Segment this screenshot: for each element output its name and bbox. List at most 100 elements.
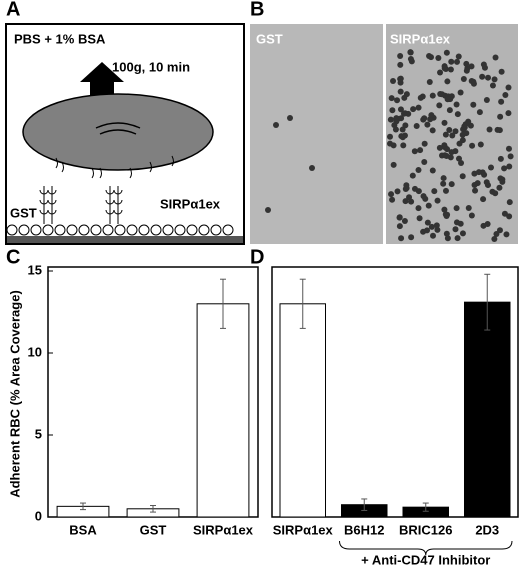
bar — [196, 303, 250, 518]
cell — [398, 115, 405, 122]
cell — [393, 115, 400, 122]
cell — [440, 175, 447, 182]
bead — [162, 224, 174, 236]
cell — [444, 211, 451, 218]
cell — [437, 69, 444, 76]
cell — [452, 128, 459, 135]
cell — [465, 118, 472, 125]
cell — [477, 141, 484, 148]
bead — [30, 224, 42, 236]
group-bracket — [339, 540, 513, 556]
cell — [497, 113, 504, 120]
panel-label: B — [250, 0, 264, 20]
cell — [391, 122, 398, 129]
cell — [435, 55, 442, 62]
cell — [415, 167, 422, 174]
cell — [491, 76, 498, 83]
y-axis-label: Adherent RBC (% Area Coverage) — [7, 290, 22, 498]
cell — [452, 226, 459, 233]
cell — [424, 219, 431, 226]
bead — [78, 224, 90, 236]
cell — [496, 184, 503, 191]
bead — [126, 224, 138, 236]
bead — [54, 224, 66, 236]
cell — [407, 49, 414, 56]
cell — [287, 115, 293, 121]
cell — [430, 232, 437, 239]
cell — [411, 185, 418, 192]
cell — [457, 220, 464, 227]
cell — [390, 161, 397, 168]
cell — [444, 96, 451, 103]
cell — [483, 179, 490, 186]
cell — [424, 121, 431, 128]
sirp-label: SIRPα1ex — [160, 196, 221, 211]
cell — [394, 97, 401, 104]
cell — [401, 218, 408, 225]
cell — [434, 197, 441, 204]
cell — [446, 126, 453, 133]
cell — [415, 205, 422, 212]
buffer-label: PBS + 1% BSA — [14, 31, 106, 46]
cell — [421, 140, 428, 147]
bar — [279, 303, 327, 518]
cell — [397, 76, 404, 83]
bead — [66, 224, 78, 236]
cell — [416, 215, 423, 222]
cell — [425, 202, 432, 209]
receptors — [39, 155, 174, 224]
cell — [431, 188, 438, 195]
cell — [470, 101, 477, 108]
cell — [426, 78, 433, 85]
cell — [454, 58, 461, 65]
cell — [501, 165, 508, 172]
cell — [420, 193, 427, 200]
cell — [396, 214, 403, 221]
bead — [18, 224, 30, 236]
cell — [499, 178, 506, 185]
cell — [441, 152, 448, 159]
cell — [410, 106, 417, 113]
cell — [387, 116, 394, 123]
cell — [486, 126, 493, 133]
cell — [492, 190, 499, 197]
nucleus — [95, 122, 141, 135]
bead — [210, 224, 222, 236]
cell — [442, 187, 449, 194]
cell — [448, 58, 455, 65]
cell — [433, 222, 440, 229]
cell — [487, 164, 494, 171]
bead — [150, 224, 162, 236]
cell — [408, 234, 415, 241]
micrograph-label: SIRPα1ex — [390, 31, 451, 46]
cell — [436, 102, 443, 109]
beads — [6, 224, 234, 236]
cell — [397, 88, 404, 95]
cell — [403, 182, 410, 189]
bead — [90, 224, 102, 236]
diagram: PBS + 1% BSA 100g, 10 min GST SIRPα1ex — [5, 23, 245, 245]
cell — [465, 204, 472, 211]
cell — [507, 153, 514, 160]
cell — [503, 231, 510, 238]
panel-label: C — [6, 246, 20, 268]
x-tick-label: BSA — [69, 522, 97, 537]
cell — [460, 75, 467, 82]
cell — [441, 206, 448, 213]
cell — [394, 188, 401, 195]
cell — [398, 235, 405, 242]
cell — [492, 54, 499, 61]
x-tick-label: GST — [140, 522, 167, 537]
bead — [6, 224, 18, 236]
cell — [427, 54, 434, 61]
cell — [498, 98, 505, 105]
cell — [480, 196, 487, 203]
bar — [463, 301, 511, 518]
cell — [471, 181, 478, 188]
cell — [454, 235, 461, 242]
bead — [114, 224, 126, 236]
plot-frame — [271, 266, 519, 518]
cell — [429, 127, 436, 134]
cell — [463, 67, 470, 74]
